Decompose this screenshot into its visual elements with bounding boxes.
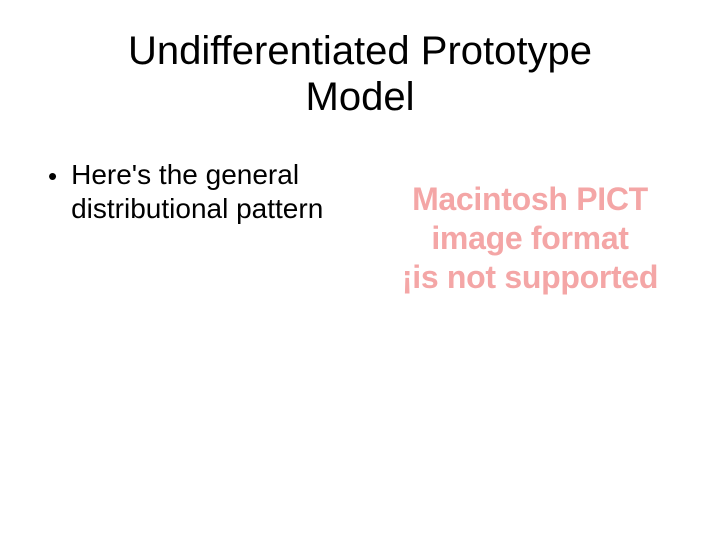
title-line-1: Undifferentiated Prototype bbox=[0, 28, 720, 74]
pict-placeholder: Macintosh PICT image format ¡is not supp… bbox=[370, 180, 690, 297]
slide: Undifferentiated Prototype Model • Here'… bbox=[0, 0, 720, 540]
body-text-block: • Here's the general distributional patt… bbox=[48, 158, 348, 226]
bullet-text: Here's the general distributional patter… bbox=[71, 158, 348, 226]
title-line-2: Model bbox=[0, 74, 720, 120]
bullet-marker: • bbox=[48, 160, 57, 193]
slide-title: Undifferentiated Prototype Model bbox=[0, 0, 720, 120]
bullet-item: • Here's the general distributional patt… bbox=[48, 158, 348, 226]
pict-line-1: Macintosh PICT bbox=[370, 180, 690, 219]
pict-line-3: ¡is not supported bbox=[370, 258, 690, 297]
pict-line-2: image format bbox=[370, 219, 690, 258]
